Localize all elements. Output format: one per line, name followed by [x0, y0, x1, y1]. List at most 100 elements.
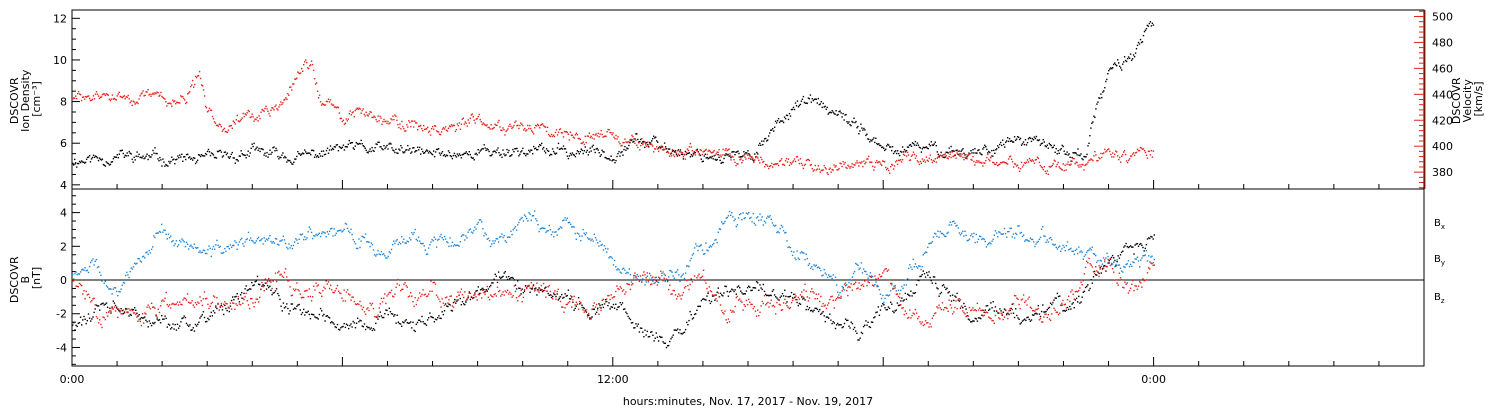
density-series-point [929, 145, 931, 147]
density-series-point [345, 146, 347, 148]
density-series-point [533, 145, 535, 148]
bz-series-point [737, 299, 740, 301]
bz-series-point [74, 279, 76, 281]
bz-series-point [282, 276, 285, 278]
bz-series-point [434, 283, 437, 285]
bx-series-point [917, 279, 919, 281]
density-series-point [1007, 137, 1009, 139]
velocity-series-point [422, 130, 424, 132]
density-series-point [239, 155, 241, 157]
bz-series-point [869, 276, 872, 278]
density-series-point [1021, 143, 1024, 145]
by-series-point [669, 269, 671, 272]
bx-series-point [463, 303, 465, 305]
density-series-point [703, 155, 705, 157]
density-series-point [120, 149, 122, 152]
velocity-series-point [175, 103, 177, 105]
density-series-point [186, 153, 188, 156]
velocity-series-point [185, 102, 187, 105]
velocity-series-point [613, 136, 615, 138]
by-series-point [518, 221, 520, 224]
density-series-point [207, 148, 210, 151]
bx-series-point [378, 315, 380, 318]
density-series-point [690, 154, 693, 156]
bz-series-point [210, 302, 212, 305]
bz-series-point [778, 303, 780, 306]
velocity-series-point [272, 107, 274, 109]
velocity-series-point [763, 160, 765, 163]
bx-series-point [1126, 245, 1128, 248]
by-series-point [259, 240, 261, 242]
density-series-point [992, 155, 994, 157]
by-series-point [1007, 231, 1009, 233]
bz-series-point [841, 290, 843, 292]
by-series-point [273, 242, 276, 244]
velocity-series-point [515, 120, 517, 122]
by-series-point [193, 243, 196, 245]
velocity-series-point [974, 164, 976, 166]
density-series-point [442, 154, 445, 157]
bz-series-point [559, 300, 562, 303]
bx-series-point [318, 313, 321, 316]
density-series-point [335, 144, 338, 146]
by-series-point [389, 252, 392, 254]
velocity-series-point [535, 124, 537, 127]
density-series-point [1029, 137, 1032, 139]
bz-series-point [467, 295, 469, 297]
velocity-series-point [242, 112, 244, 115]
bx-series-point [150, 324, 153, 327]
by-series-point [368, 241, 370, 243]
velocity-series-point [1147, 150, 1150, 153]
bz-series-point [707, 291, 709, 293]
velocity-series-point [389, 122, 391, 124]
velocity-series-point [585, 141, 587, 144]
by-series-point [340, 229, 342, 231]
by-series-point [1146, 260, 1149, 262]
bx-series-point [608, 302, 610, 304]
velocity-series-point [851, 163, 853, 165]
bx-series-point [506, 278, 509, 281]
velocity-series-point [251, 113, 253, 115]
velocity-series-point [341, 120, 344, 123]
bx-series-point [1091, 282, 1093, 284]
bz-series-point [921, 321, 923, 323]
bz-series-point [131, 309, 134, 312]
velocity-series-point [231, 127, 233, 129]
by-series-point [576, 232, 579, 234]
density-series-point [274, 150, 276, 152]
bx-series-point [822, 311, 824, 313]
velocity-series-point [917, 161, 920, 163]
bz-series-point [318, 291, 321, 294]
density-series-point [783, 116, 786, 118]
density-series-point [1130, 59, 1133, 61]
bz-series-point [950, 307, 953, 309]
bx-series-point [211, 315, 214, 317]
bz-series-point [661, 272, 663, 275]
velocity-series-point [138, 98, 140, 100]
density-series-point [194, 157, 196, 159]
velocity-series-point [109, 99, 112, 102]
bz-series-point [740, 300, 742, 302]
bz-series-point [209, 305, 211, 307]
density-series-point [148, 154, 150, 157]
velocity-series-point [1014, 163, 1017, 165]
density-series-point [187, 153, 189, 155]
bz-series-point [847, 294, 849, 297]
bz-series-point [229, 302, 232, 304]
velocity-series-point [296, 77, 298, 79]
bz-series-point [715, 298, 717, 300]
velocity-series-point [401, 120, 403, 123]
bz-series-point [460, 288, 463, 290]
bz-series-point [226, 303, 228, 305]
by-series-point [194, 246, 197, 249]
density-series-point [344, 146, 347, 148]
bz-series-point [900, 304, 902, 306]
bx-series-point [431, 316, 433, 318]
velocity-series-point [777, 164, 780, 167]
velocity-series-point [658, 146, 661, 148]
density-series-point [1125, 60, 1128, 63]
density-series-point [322, 150, 325, 152]
velocity-series-point [518, 127, 520, 130]
bz-series-point [573, 295, 575, 298]
velocity-series-point [537, 123, 539, 126]
